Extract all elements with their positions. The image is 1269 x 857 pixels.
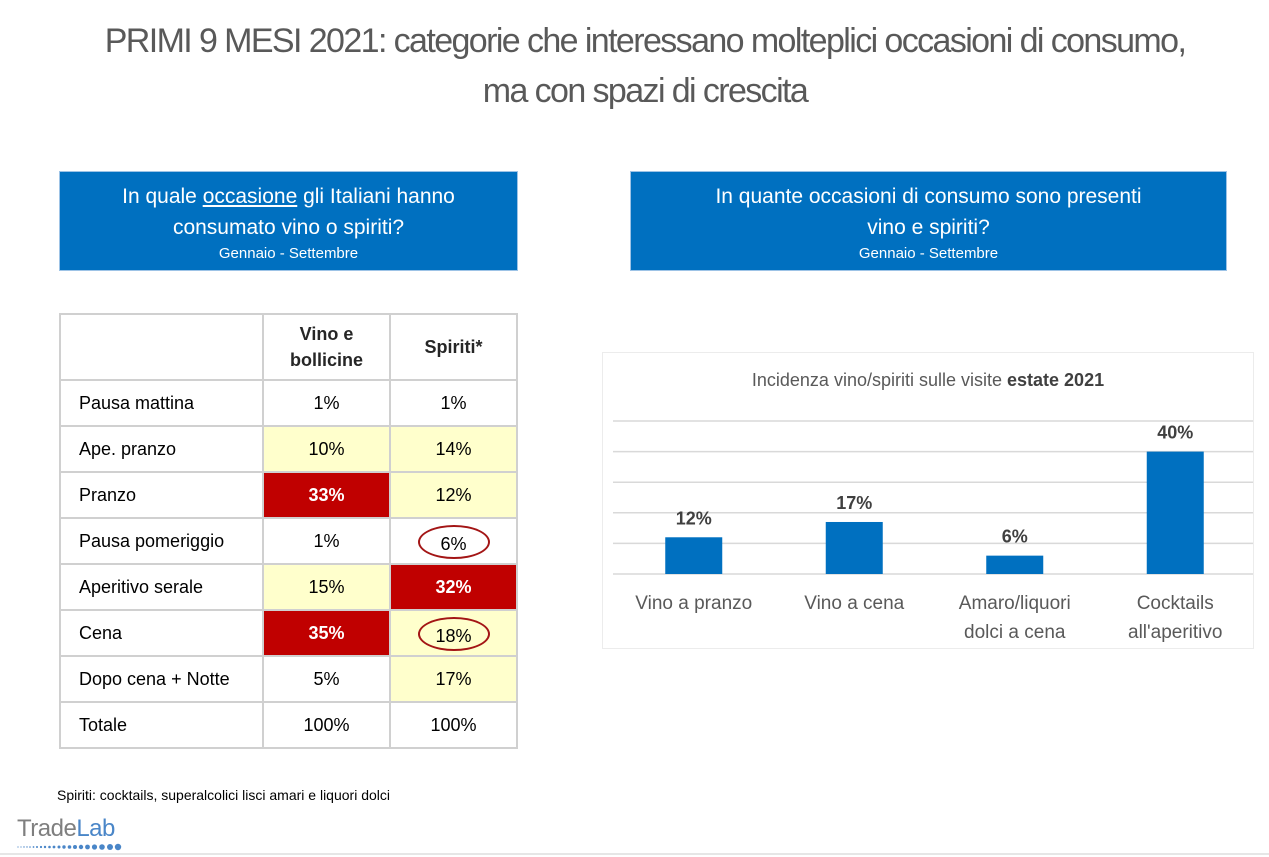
left-question-post: gli Italiani hanno bbox=[297, 185, 455, 208]
spirits-value: 17% bbox=[435, 669, 471, 689]
bottom-divider bbox=[0, 853, 1269, 855]
spirits-cell: 100% bbox=[390, 702, 517, 748]
bar-chart: Incidenza vino/spiriti sulle visite esta… bbox=[602, 352, 1254, 649]
right-question-line-1: In quante occasioni di consumo sono pres… bbox=[631, 181, 1226, 212]
wine-value: 33% bbox=[308, 485, 344, 505]
logo-part-1: Trade bbox=[17, 815, 76, 842]
bar bbox=[826, 522, 883, 574]
wine-value: 1% bbox=[313, 393, 339, 413]
spirits-cell: 17% bbox=[390, 656, 517, 702]
left-question-box: In quale occasione gli Italiani hanno co… bbox=[59, 171, 518, 271]
row-label: Aperitivo serale bbox=[60, 564, 263, 610]
wine-cell: 5% bbox=[263, 656, 390, 702]
page-title-line-1: PRIMI 9 MESI 2021: categorie che interes… bbox=[20, 22, 1269, 61]
wine-cell: 1% bbox=[263, 380, 390, 426]
wine-value: 35% bbox=[308, 623, 344, 643]
x-tick-label-line: dolci a cena bbox=[935, 618, 1095, 647]
header-wine: Vino e bollicine bbox=[263, 314, 390, 380]
wine-value: 100% bbox=[303, 715, 349, 735]
right-question-box: In quante occasioni di consumo sono pres… bbox=[630, 171, 1227, 271]
spirits-cell: 18% bbox=[390, 610, 517, 656]
right-question-line-2: vino e spiriti? bbox=[631, 212, 1226, 243]
row-label: Pranzo bbox=[60, 472, 263, 518]
circled-value: 6% bbox=[418, 525, 490, 559]
left-period: Gennaio - Settembre bbox=[60, 243, 517, 265]
row-label: Totale bbox=[60, 702, 263, 748]
spirits-value: 1% bbox=[440, 393, 466, 413]
x-tick-label-line: all'aperitivo bbox=[1095, 618, 1255, 647]
data-label: 12% bbox=[676, 508, 712, 528]
bar bbox=[1147, 452, 1204, 574]
spirits-value: 12% bbox=[435, 485, 471, 505]
wine-value: 15% bbox=[308, 577, 344, 597]
wine-cell: 1% bbox=[263, 518, 390, 564]
spirits-value: 14% bbox=[435, 439, 471, 459]
wine-cell: 35% bbox=[263, 610, 390, 656]
data-label: 6% bbox=[1002, 527, 1028, 547]
x-tick-label-line: Vino a pranzo bbox=[614, 589, 774, 618]
header-wine-line-1: Vino e bbox=[300, 324, 354, 344]
table-row: Pausa pomeriggio 1% 6% bbox=[60, 518, 517, 564]
bar bbox=[986, 556, 1043, 574]
row-label: Pausa pomeriggio bbox=[60, 518, 263, 564]
x-tick-label: Vino a pranzo bbox=[614, 589, 774, 618]
table-row: Totale 100% 100% bbox=[60, 702, 517, 748]
left-question-line-2: consumato vino o spiriti? bbox=[60, 212, 517, 243]
table-row: Ape. pranzo 10% 14% bbox=[60, 426, 517, 472]
left-question-line-1: In quale occasione gli Italiani hanno bbox=[60, 181, 517, 212]
spirits-cell: 32% bbox=[390, 564, 517, 610]
data-label: 40% bbox=[1157, 423, 1193, 443]
spirits-cell: 14% bbox=[390, 426, 517, 472]
wine-cell: 100% bbox=[263, 702, 390, 748]
left-question-pre: In quale bbox=[122, 185, 203, 208]
spirits-cell: 12% bbox=[390, 472, 517, 518]
x-tick-label: Cocktails all'aperitivo bbox=[1095, 589, 1255, 647]
header-empty bbox=[60, 314, 263, 380]
header-spirits: Spiriti* bbox=[390, 314, 517, 380]
x-tick-label-line: Amaro/liquori bbox=[935, 589, 1095, 618]
page-title-line-2: ma con spazi di crescita bbox=[20, 72, 1269, 111]
footnote: Spiriti: cocktails, superalcolici lisci … bbox=[57, 787, 390, 803]
table-header-row: Vino e bollicine Spiriti* bbox=[60, 314, 517, 380]
table-row: Pausa mattina 1% 1% bbox=[60, 380, 517, 426]
row-label: Dopo cena + Notte bbox=[60, 656, 263, 702]
table-row: Dopo cena + Notte 5% 17% bbox=[60, 656, 517, 702]
tradelab-logo: TradeLab bbox=[17, 815, 115, 843]
wine-value: 10% bbox=[308, 439, 344, 459]
table-row: Cena 35% 18% bbox=[60, 610, 517, 656]
logo-dots-icon bbox=[17, 843, 127, 851]
logo-part-2: Lab bbox=[76, 815, 115, 842]
circled-value: 18% bbox=[418, 617, 490, 651]
occasion-table: Vino e bollicine Spiriti* Pausa mattina 1%… bbox=[59, 313, 518, 749]
header-wine-line-2: bollicine bbox=[290, 350, 363, 370]
wine-value: 1% bbox=[313, 531, 339, 551]
spirits-value: 32% bbox=[435, 577, 471, 597]
x-tick-label: Amaro/liquori dolci a cena bbox=[935, 589, 1095, 647]
spirits-cell: 1% bbox=[390, 380, 517, 426]
table-row: Pranzo 33% 12% bbox=[60, 472, 517, 518]
wine-cell: 10% bbox=[263, 426, 390, 472]
x-tick-label: Vino a cena bbox=[774, 589, 934, 618]
x-tick-label-line: Vino a cena bbox=[774, 589, 934, 618]
row-label: Pausa mattina bbox=[60, 380, 263, 426]
bar bbox=[665, 537, 722, 574]
spirits-cell: 6% bbox=[390, 518, 517, 564]
row-label: Cena bbox=[60, 610, 263, 656]
spirits-value: 100% bbox=[430, 715, 476, 735]
wine-value: 5% bbox=[313, 669, 339, 689]
wine-cell: 33% bbox=[263, 472, 390, 518]
table-row: Aperitivo serale 15% 32% bbox=[60, 564, 517, 610]
left-question-underlined: occasione bbox=[203, 185, 298, 208]
x-tick-label-line: Cocktails bbox=[1095, 589, 1255, 618]
data-label: 17% bbox=[836, 493, 872, 513]
row-label: Ape. pranzo bbox=[60, 426, 263, 472]
wine-cell: 15% bbox=[263, 564, 390, 610]
right-period: Gennaio - Settembre bbox=[631, 243, 1226, 265]
